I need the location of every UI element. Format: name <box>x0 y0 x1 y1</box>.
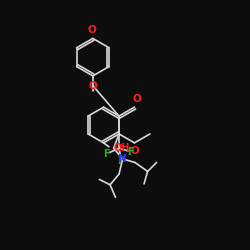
Text: F: F <box>103 148 110 158</box>
Text: F: F <box>118 156 124 166</box>
Text: O: O <box>88 81 97 91</box>
Text: O: O <box>133 94 141 104</box>
Text: F: F <box>127 147 134 157</box>
Text: N: N <box>118 154 127 164</box>
Text: O: O <box>130 146 139 156</box>
Text: O: O <box>88 25 96 35</box>
Text: OH: OH <box>114 143 130 153</box>
